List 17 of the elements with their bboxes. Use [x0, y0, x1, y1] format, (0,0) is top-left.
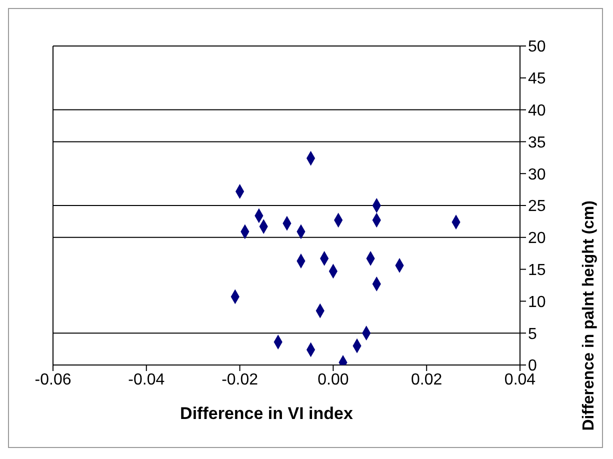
- x-tick-label: -0.02: [222, 371, 258, 388]
- y-tick-label: 50: [528, 38, 546, 56]
- y-tick-label: 5: [528, 326, 537, 343]
- x-axis-title: Difference in VI index: [180, 404, 354, 423]
- y-tick-label: 20: [528, 230, 546, 248]
- y-tick-label: 35: [528, 134, 546, 152]
- x-tick-label: 0.02: [411, 371, 442, 388]
- y-tick-label: 30: [528, 166, 546, 184]
- y-tick-label: 15: [528, 262, 546, 279]
- y-tick-label: 25: [528, 198, 546, 216]
- y-axis-title: Difference in palnt height (cm): [580, 200, 598, 431]
- y-tick-label: 45: [528, 70, 546, 88]
- x-tick-label: -0.06: [34, 371, 72, 388]
- y-tick-label: 10: [528, 294, 546, 311]
- y-tick-label: 40: [528, 102, 546, 120]
- x-tick-label: 0.00: [318, 371, 349, 388]
- x-tick-label: -0.04: [128, 371, 165, 388]
